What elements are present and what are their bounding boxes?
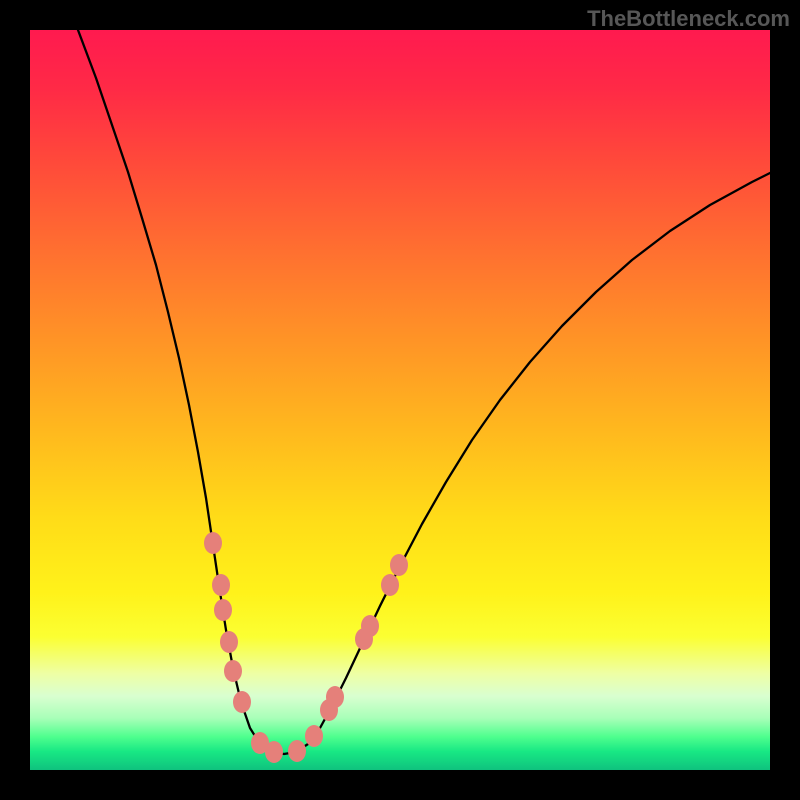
scatter-point [212, 574, 230, 596]
scatter-point [265, 741, 283, 763]
chart-frame [30, 30, 770, 770]
scatter-point [204, 532, 222, 554]
bottleneck-chart [30, 30, 770, 770]
plot-area [30, 30, 770, 770]
scatter-point [288, 740, 306, 762]
scatter-point [390, 554, 408, 576]
gradient-background [30, 30, 770, 770]
scatter-point [224, 660, 242, 682]
scatter-point [214, 599, 232, 621]
scatter-point [305, 725, 323, 747]
scatter-point [220, 631, 238, 653]
scatter-point [233, 691, 251, 713]
scatter-point [381, 574, 399, 596]
scatter-point [326, 686, 344, 708]
watermark-text: TheBottleneck.com [587, 6, 790, 32]
scatter-point [361, 615, 379, 637]
